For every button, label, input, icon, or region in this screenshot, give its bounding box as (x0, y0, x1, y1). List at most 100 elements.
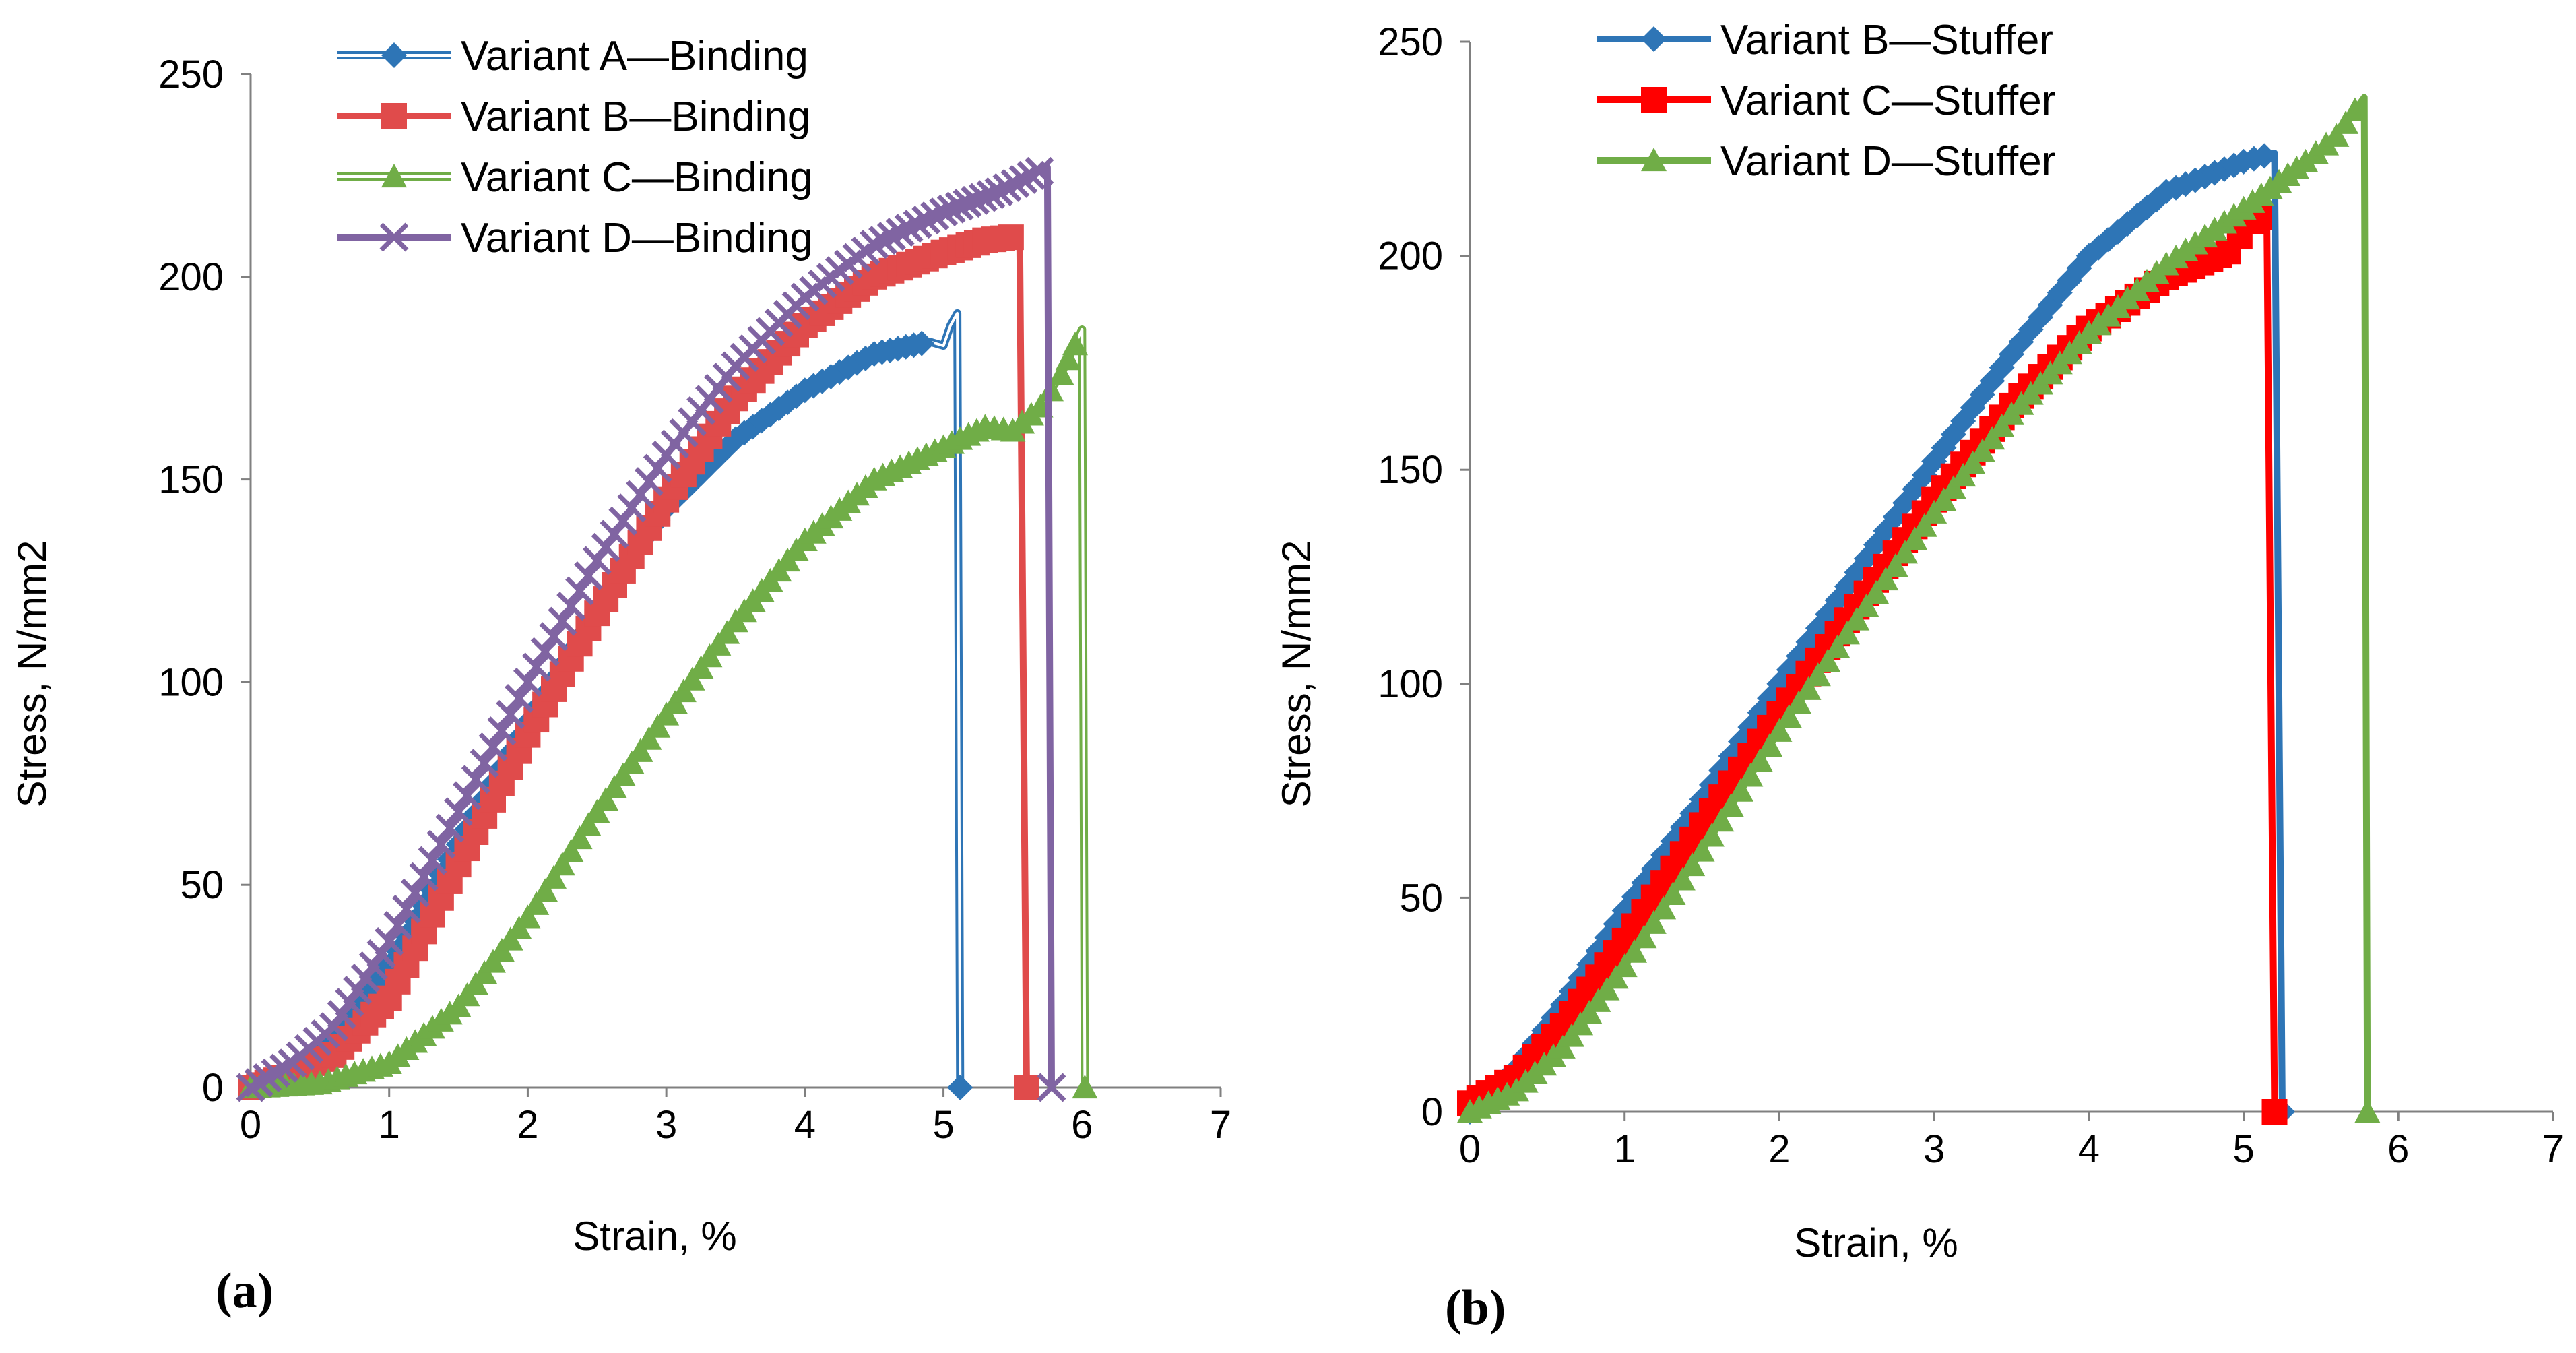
x-tick-label: 1 (379, 1103, 400, 1147)
x-tick-label: 7 (1210, 1103, 1231, 1147)
data-point (645, 714, 671, 738)
data-point (1757, 732, 1783, 757)
data-point (626, 480, 655, 509)
data-point (573, 561, 603, 590)
x-axis-label: Strain, % (1794, 1220, 1958, 1265)
data-point (894, 214, 924, 243)
x-axis-label: Strain, % (573, 1214, 736, 1259)
data-point (1853, 593, 1879, 617)
data-point (1072, 1075, 1098, 1099)
data-point (391, 894, 421, 924)
legend-item: Variant C—Binding (337, 154, 813, 201)
panel-label: (a) (216, 1263, 273, 1319)
legend-item: Variant B—Stuffer (1597, 17, 2053, 63)
data-point (2192, 164, 2218, 190)
legend-marker (381, 42, 407, 68)
data-point (1679, 852, 1706, 877)
legend-item: Variant B—Binding (337, 94, 810, 140)
data-point (244, 1068, 273, 1098)
data-point (1669, 867, 1696, 891)
data-point (608, 506, 638, 536)
data-point (1950, 462, 1976, 487)
data-point (1698, 823, 1725, 847)
data-point (1911, 513, 1937, 537)
data-point (1844, 606, 1870, 631)
data-point (558, 838, 584, 862)
data-point (515, 904, 541, 929)
data-point (236, 1073, 265, 1102)
data-point (953, 189, 982, 218)
data-point (961, 185, 990, 215)
data-point (1055, 346, 1081, 371)
data-point (539, 622, 569, 652)
data-point (1017, 160, 1046, 190)
data-point (261, 1058, 290, 1088)
data-point (617, 493, 647, 523)
data-point (548, 606, 577, 636)
x-tick-label: 2 (517, 1103, 538, 1147)
legend-item: Variant D—Binding (337, 215, 813, 261)
legend-marker (1641, 26, 1667, 52)
data-point (2342, 97, 2368, 121)
data-point (461, 765, 490, 794)
data-point (1037, 1073, 1066, 1102)
data-point (383, 910, 413, 940)
data-point (992, 172, 1022, 202)
data-point (1621, 939, 1648, 963)
legend-marker (1641, 148, 1667, 172)
data-point (1650, 895, 1677, 920)
data-point (521, 652, 551, 682)
y-tick-label: 100 (158, 660, 224, 704)
data-point (643, 453, 672, 483)
data-point (1921, 499, 1947, 524)
y-tick-label: 150 (158, 458, 224, 502)
data-point (600, 520, 629, 549)
data-point (532, 878, 558, 902)
data-point (2261, 1099, 2288, 1125)
data-point (876, 222, 906, 251)
data-point (1718, 792, 1744, 817)
legend-item: Variant A—Binding (337, 33, 808, 80)
data-point (2354, 1099, 2381, 1123)
data-point (1708, 808, 1735, 832)
data-point (1940, 475, 1966, 499)
data-point (1728, 778, 1753, 802)
data-point (1776, 704, 1802, 728)
data-point (575, 812, 602, 836)
data-point (1815, 648, 1841, 672)
data-point (636, 726, 662, 750)
series-4 (236, 156, 1066, 1102)
data-point (1931, 487, 1957, 511)
data-point (976, 180, 1006, 210)
data-point (1000, 168, 1030, 198)
data-point (269, 1053, 298, 1083)
data-point (1795, 676, 1822, 700)
data-point (944, 191, 974, 221)
data-point (1062, 332, 1088, 356)
data-point (984, 177, 1014, 206)
data-point (549, 852, 575, 876)
x-tick-label: 4 (794, 1103, 816, 1147)
data-point (2323, 123, 2350, 147)
legend-label: Variant D—Stuffer (1720, 138, 2055, 185)
data-point (1902, 526, 1928, 550)
data-point (1025, 156, 1054, 186)
data-point (634, 467, 664, 497)
data-point (936, 194, 966, 224)
data-point (444, 797, 474, 827)
data-point (1999, 341, 2024, 367)
data-point (911, 206, 941, 235)
data-point (513, 667, 542, 697)
y-tick-label: 250 (158, 53, 224, 96)
data-point (556, 592, 586, 621)
data-point (903, 210, 932, 239)
data-point (627, 738, 653, 762)
y-tick-label: 0 (1421, 1090, 1443, 1134)
data-point (1611, 953, 1638, 978)
data-point (1863, 579, 1889, 604)
x-tick-label: 7 (2542, 1127, 2564, 1171)
data-point (929, 197, 959, 227)
data-point (868, 226, 898, 255)
data-point (998, 224, 1024, 251)
data-point (375, 926, 404, 956)
